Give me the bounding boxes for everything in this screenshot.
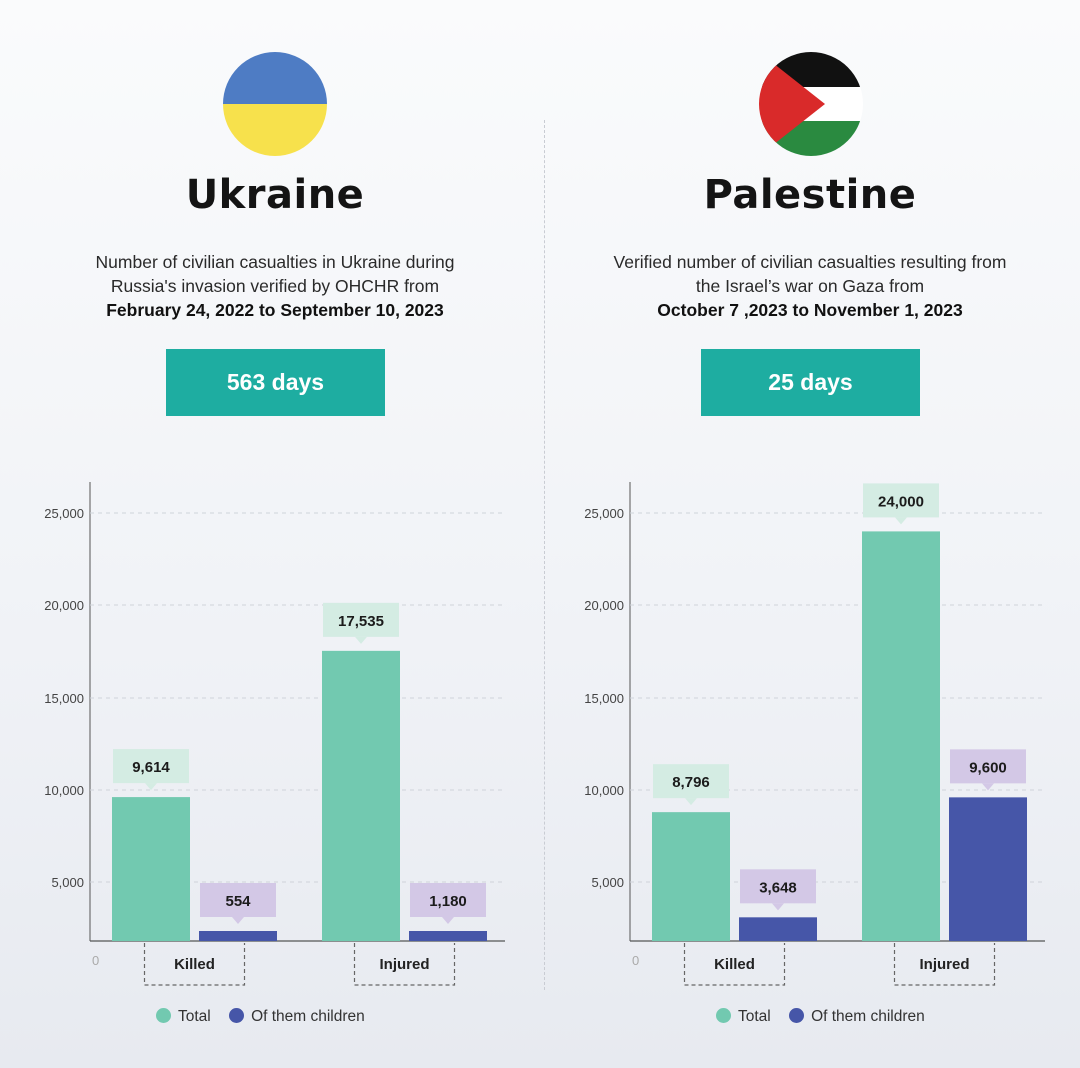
description-line: Russia's invasion verified by OHCHR from	[110, 276, 440, 296]
data-label-pointer	[895, 517, 907, 525]
data-label-pointer	[685, 798, 697, 806]
data-label-box	[863, 483, 939, 518]
legend-item-total: Total	[716, 1008, 771, 1026]
y-tick-label: 20,000	[584, 598, 624, 613]
data-label-box	[113, 749, 189, 784]
date-range: October 7 ,2023 to November 1, 2023	[657, 300, 963, 320]
bar-total	[652, 812, 730, 941]
data-label-pointer	[232, 917, 244, 924]
y-tick-label: 0	[92, 953, 99, 968]
y-tick-label: 10,000	[44, 783, 84, 798]
y-tick-label: 20,000	[44, 598, 84, 613]
legend-item-children: Of them children	[229, 1008, 365, 1026]
y-tick-label: 25,000	[44, 506, 84, 521]
data-label-box	[200, 883, 276, 917]
x-category-label: Killed	[174, 956, 215, 973]
data-label-box	[950, 749, 1026, 784]
bar-total	[862, 531, 940, 941]
description-line: Number of civilian casualties in Ukraine…	[95, 252, 455, 272]
data-label: 3,648	[759, 879, 797, 896]
data-label: 8,796	[672, 774, 710, 791]
x-category-label: Injured	[379, 956, 429, 973]
data-label-box	[653, 764, 729, 799]
x-category-label: Injured	[919, 956, 969, 973]
category-bracket	[893, 943, 996, 986]
y-tick-label: 15,000	[584, 691, 624, 706]
palestine-panel: Palestine Verified number of civilian ca…	[540, 0, 1080, 1068]
chart-description: Number of civilian casualties in Ukraine…	[40, 250, 510, 322]
country-title: Ukraine	[185, 172, 365, 218]
y-tick-label: 5,000	[591, 875, 624, 890]
casualties-bar-chart: 0 5,000 10,000 15,000 20,000 25,000 9,614 554 Ki…	[44, 482, 505, 986]
bar-children	[739, 917, 817, 941]
date-range: February 24, 2022 to September 10, 2023	[106, 300, 444, 320]
legend-label-children: Of them children	[811, 1008, 925, 1025]
panel-divider	[544, 120, 545, 990]
y-tick-label: 15,000	[44, 691, 84, 706]
legend-dot-total	[716, 1008, 731, 1023]
y-tick-label: 5,000	[51, 875, 84, 890]
y-tick-label: 10,000	[584, 783, 624, 798]
data-label: 24,000	[878, 493, 924, 510]
legend-dot-children	[789, 1008, 805, 1023]
data-label-box	[410, 883, 486, 917]
data-label-box	[323, 602, 399, 637]
palestine-flag-icon	[759, 52, 863, 156]
legend-label-total: Total	[738, 1008, 771, 1025]
data-label: 9,600	[969, 759, 1007, 776]
legend-label-children: Of them children	[251, 1008, 365, 1025]
bar-children	[949, 797, 1027, 941]
legend-dot-children	[229, 1008, 245, 1023]
data-label-pointer	[145, 783, 157, 791]
data-label: 9,614	[132, 759, 170, 776]
category-bracket	[353, 943, 456, 986]
y-tick-label: 0	[632, 953, 639, 968]
data-label-pointer	[442, 917, 454, 924]
data-label-box	[740, 869, 816, 904]
casualties-bar-chart: 0 5,000 10,000 15,000 20,000 25,000 8,796 3,648…	[584, 482, 1045, 986]
chart-legend: Total Of them children	[716, 1008, 939, 1026]
category-bracket	[683, 943, 786, 986]
country-title: Palestine	[703, 172, 917, 218]
data-label-pointer	[355, 636, 367, 644]
legend-label-total: Total	[178, 1008, 211, 1025]
description-line: Verified number of civilian casualties r…	[613, 252, 1007, 272]
ukraine-flag-icon	[223, 52, 327, 156]
duration-badge: 563 days	[166, 349, 385, 416]
bar-total	[112, 797, 190, 941]
duration-badge: 25 days	[701, 349, 920, 416]
bar-total	[322, 650, 400, 941]
category-bracket	[143, 943, 246, 986]
data-label: 554	[225, 893, 251, 910]
data-label-pointer	[982, 783, 994, 791]
ukraine-panel: Ukraine Number of civilian casualties in…	[40, 52, 510, 1026]
x-category-label: Killed	[714, 956, 755, 973]
data-label-pointer	[772, 903, 784, 911]
data-label: 17,535	[338, 613, 384, 630]
legend-item-total: Total	[156, 1008, 211, 1026]
bar-children	[199, 931, 277, 941]
data-label: 1,180	[429, 893, 467, 910]
bar-children	[409, 931, 487, 941]
legend-dot-total	[156, 1008, 171, 1023]
description-line: the Israel’s war on Gaza from	[695, 276, 925, 296]
y-tick-label: 25,000	[584, 506, 624, 521]
chart-description: Verified number of civilian casualties r…	[575, 250, 1045, 322]
legend-item-children: Of them children	[789, 1008, 925, 1026]
chart-legend: Total Of them children	[156, 1008, 379, 1026]
